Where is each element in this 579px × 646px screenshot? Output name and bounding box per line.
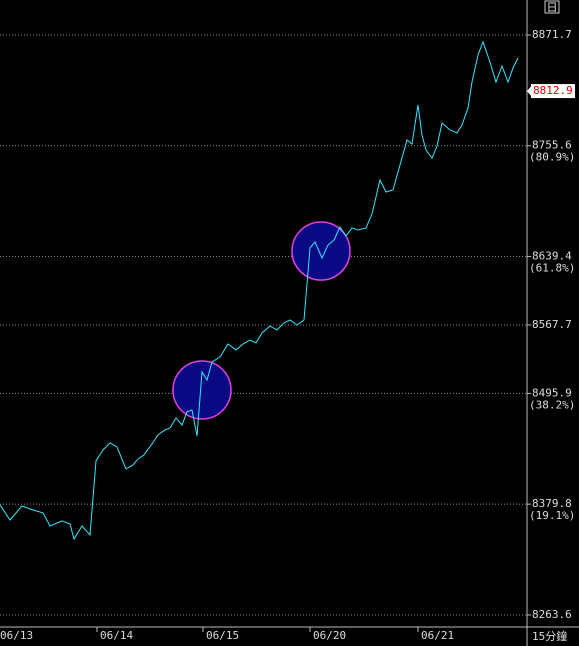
x-tick-label: 06/20 [313,629,346,642]
corner-icon-box [544,0,560,14]
last-price-box [531,84,575,99]
marker-circle [172,360,232,420]
y-tick-label: 8379.8 [532,497,572,510]
fib-label: (80.9%) [529,151,575,164]
last-price-pointer [527,85,532,98]
y-tick-label: 8495.9 [532,386,572,399]
fib-label: (61.8%) [529,262,575,275]
y-tick-label: 8871.7 [532,28,572,41]
x-tick-label: 06/13 [0,629,33,642]
y-tick-label: 8263.6 [532,608,572,621]
y-tick-label: 8755.6 [532,139,572,152]
x-tick-label: 06/15 [206,629,239,642]
y-tick-label: 8639.4 [532,250,572,263]
fib-label: (19.1%) [529,509,575,522]
interval-label: 15分鐘 [532,629,567,643]
last-price-label: 8812.9 [533,84,573,97]
x-tick-label: 06/21 [421,629,454,642]
fib-label: (38.2%) [529,398,575,411]
corner-icon: 日 [547,1,558,14]
price-line [0,40,519,541]
marker-circle [291,221,351,281]
y-tick-label: 8567.7 [532,318,572,331]
x-tick-label: 06/14 [100,629,133,642]
